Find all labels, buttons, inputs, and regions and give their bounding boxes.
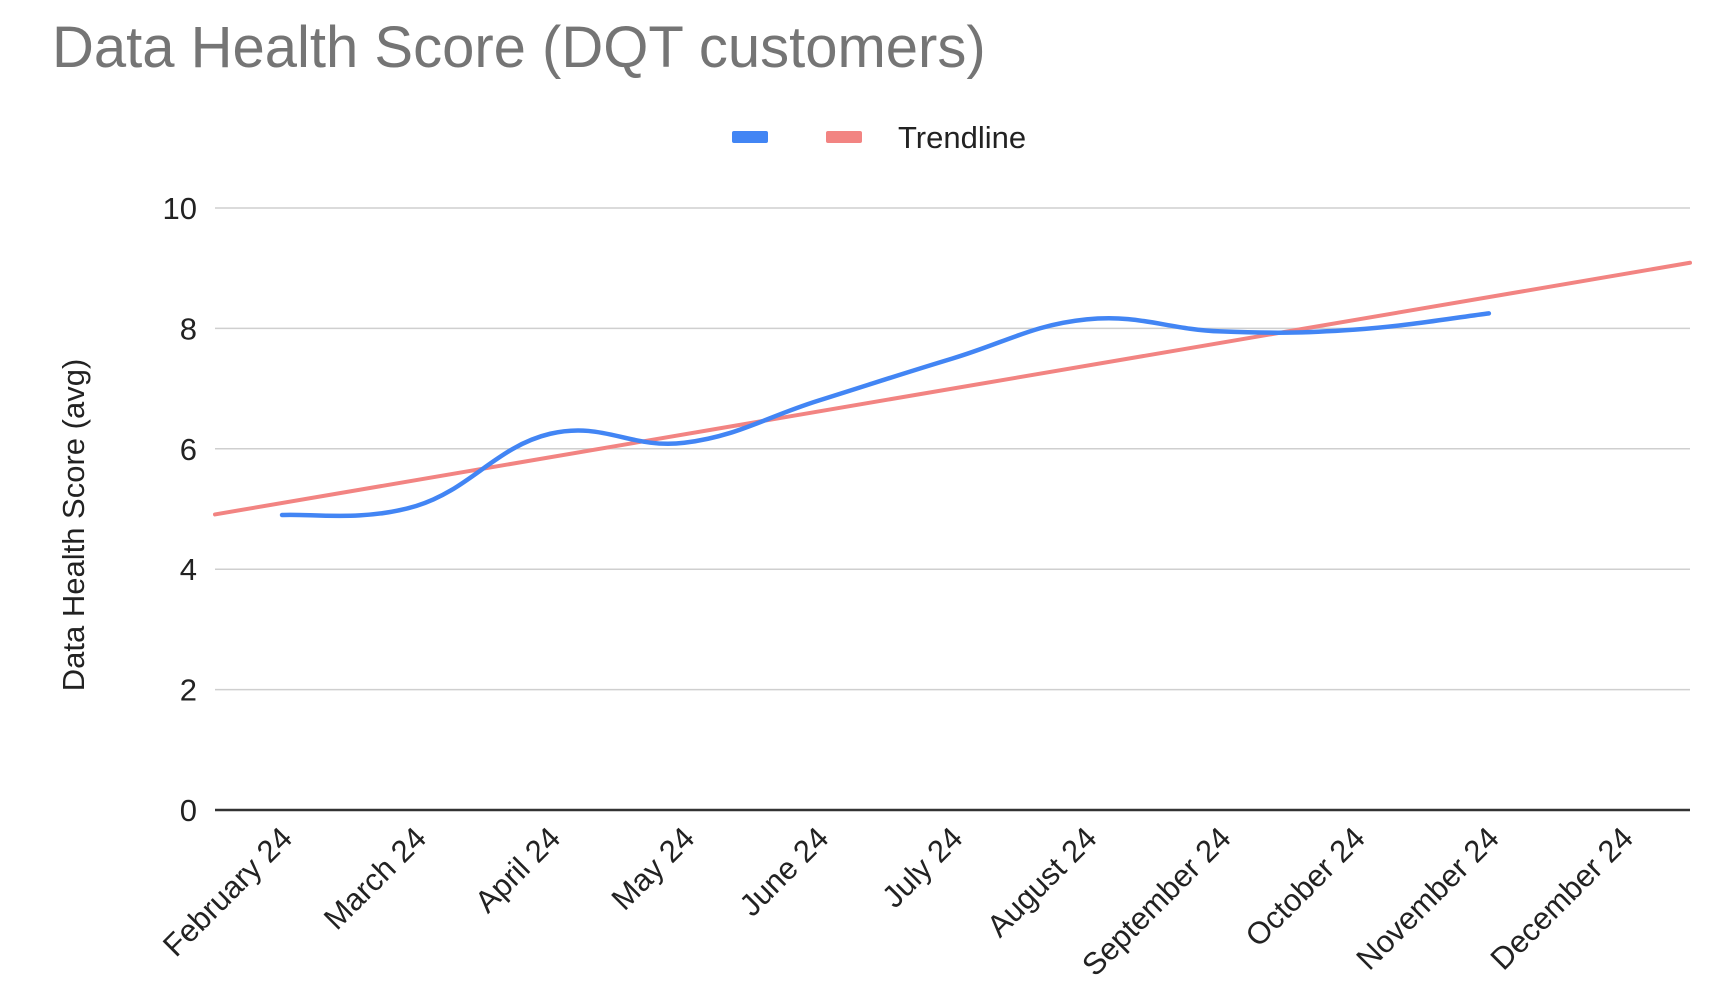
legend-swatch bbox=[826, 131, 862, 143]
data-series-line[interactable] bbox=[279, 311, 1492, 519]
x-tick-label: May 24 bbox=[605, 820, 702, 917]
y-axis-ticks: 0 2 4 6 8 10 bbox=[163, 191, 197, 828]
x-tick-label: July 24 bbox=[875, 820, 969, 914]
chart-title: Data Health Score (DQT customers) bbox=[52, 15, 986, 80]
x-tick-label: March 24 bbox=[317, 820, 433, 936]
gridlines bbox=[215, 207, 1690, 812]
x-tick-label: October 24 bbox=[1239, 820, 1372, 953]
x-tick-label: April 24 bbox=[468, 820, 567, 919]
x-tick-label: November 24 bbox=[1349, 820, 1505, 976]
y-tick-label: 0 bbox=[180, 793, 197, 828]
x-axis-ticks: February 24 March 24 April 24 May 24 June 24… bbox=[156, 820, 1640, 982]
series-lines bbox=[213, 260, 1692, 519]
x-tick-label: August 24 bbox=[980, 820, 1103, 943]
y-axis-label: Data Health Score (avg) bbox=[56, 359, 91, 692]
y-tick-label: 10 bbox=[163, 191, 197, 226]
x-tick-label: February 24 bbox=[156, 820, 299, 963]
y-tick-label: 6 bbox=[180, 432, 197, 467]
legend[interactable]: Trendline bbox=[732, 120, 1026, 155]
trendline-series[interactable] bbox=[213, 260, 1692, 517]
y-tick-label: 2 bbox=[180, 673, 197, 708]
x-tick-label: December 24 bbox=[1484, 820, 1640, 976]
legend-swatch bbox=[732, 131, 768, 143]
y-tick-label: 8 bbox=[180, 311, 197, 346]
y-tick-label: 4 bbox=[180, 552, 197, 587]
legend-label: Trendline bbox=[898, 120, 1026, 155]
x-tick-label: June 24 bbox=[733, 820, 836, 923]
